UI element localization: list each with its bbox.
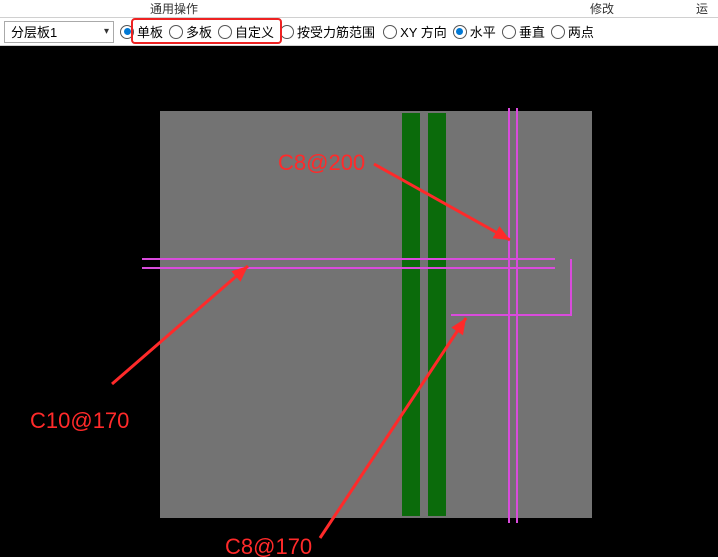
main-toolbar: 分层板1 ▾ 单板 多板 自定义 按受力筋范围 XY 方向 水平 垂直 两点 [0,18,718,46]
direction-radio-3[interactable]: 两点 [549,22,596,41]
radio-icon [502,25,516,39]
top-label-left: 通用操作 [144,0,204,17]
radio-icon [280,25,294,39]
rebar-line-0 [142,258,555,260]
green-column-0 [402,113,420,516]
rebar-line-4 [516,108,518,523]
layer-dropdown-value: 分层板1 [11,22,57,41]
direction-radio-2[interactable]: 垂直 [500,22,547,41]
board-radio-3[interactable]: 按受力筋范围 [278,22,377,41]
chevron-down-icon: ▾ [104,26,109,37]
annotation-c10-170: C10@170 [30,408,129,434]
toolbar-top-labels: 通用操作 修改 运 [0,0,718,18]
radio-label: 两点 [568,22,594,41]
radio-icon [383,25,397,39]
radio-icon [218,25,232,39]
radio-group-direction: XY 方向 水平 垂直 两点 [381,22,596,41]
radio-label: 按受力筋范围 [297,22,375,41]
annotation-c8-170: C8@170 [225,534,312,560]
radio-label: XY 方向 [400,22,447,41]
board-radio-0[interactable]: 单板 [118,22,165,41]
direction-radio-0[interactable]: XY 方向 [381,22,449,41]
green-column-1 [428,113,446,516]
radio-label: 单板 [137,22,163,41]
radio-icon [453,25,467,39]
radio-group-board: 单板 多板 自定义 按受力筋范围 [118,22,377,41]
board-radio-2[interactable]: 自定义 [216,22,276,41]
top-label-right: 运 [690,0,714,17]
radio-icon [551,25,565,39]
layer-dropdown[interactable]: 分层板1 ▾ [4,21,114,43]
annotation-c8-200: C8@200 [278,150,365,176]
rebar-line-5 [570,259,572,314]
rebar-line-1 [142,267,555,269]
top-label-mid: 修改 [584,0,620,17]
rebar-line-2 [451,314,572,316]
rebar-line-3 [508,108,510,523]
radio-label: 垂直 [519,22,545,41]
radio-label: 多板 [186,22,212,41]
direction-radio-1[interactable]: 水平 [451,22,498,41]
radio-icon [169,25,183,39]
radio-icon [120,25,134,39]
drawing-canvas[interactable]: C8@200 C10@170 C8@170 [0,46,718,557]
radio-label: 水平 [470,22,496,41]
radio-label: 自定义 [235,22,274,41]
board-radio-1[interactable]: 多板 [167,22,214,41]
